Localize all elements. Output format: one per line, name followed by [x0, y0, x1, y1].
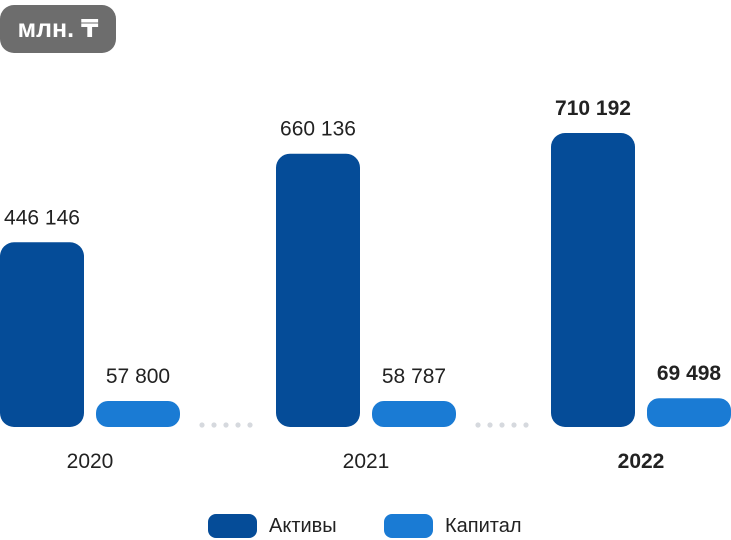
separator-dot	[499, 422, 505, 428]
value-label-capital-2022: 69 498	[657, 362, 722, 385]
legend: Активы Капитал	[0, 508, 731, 540]
value-label-capital-2021: 58 787	[382, 365, 446, 388]
separator-dot	[211, 422, 217, 428]
bar-capital-2020	[96, 401, 180, 427]
value-label-assets-2022: 710 192	[555, 97, 631, 120]
bar-capital-2021	[372, 401, 456, 427]
bar-chart: 446 146 57 800 2020 660 136 58 787 2021 710 19…	[0, 97, 731, 473]
legend-item-assets: Активы	[208, 514, 337, 538]
separator-dot	[523, 422, 529, 428]
value-label-assets-2020: 446 146	[4, 206, 80, 229]
bar-assets-2021	[276, 153, 360, 428]
legend-swatch-assets	[208, 514, 257, 538]
separator-dot	[475, 422, 481, 428]
bar-assets-2022	[551, 133, 635, 427]
bar-assets-2020	[0, 242, 84, 427]
legend-label-capital: Капитал	[445, 514, 522, 537]
separator-dot	[235, 422, 241, 428]
separator-dot	[247, 422, 253, 428]
unit-badge: млн. ₸	[0, 5, 116, 53]
category-label-2021: 2021	[343, 450, 390, 473]
category-label-2022: 2022	[618, 450, 665, 473]
category-label-2020: 2020	[67, 450, 114, 473]
bar-capital-2022	[647, 398, 731, 427]
value-label-capital-2020: 57 800	[106, 365, 170, 388]
separator-dot	[511, 422, 517, 428]
legend-item-capital: Капитал	[384, 514, 522, 538]
separator-dot	[487, 422, 493, 428]
legend-label-assets: Активы	[269, 514, 337, 537]
separator-dot	[223, 422, 229, 428]
separator-dot	[199, 422, 205, 428]
legend-swatch-capital	[384, 514, 433, 538]
value-label-assets-2021: 660 136	[280, 118, 356, 141]
